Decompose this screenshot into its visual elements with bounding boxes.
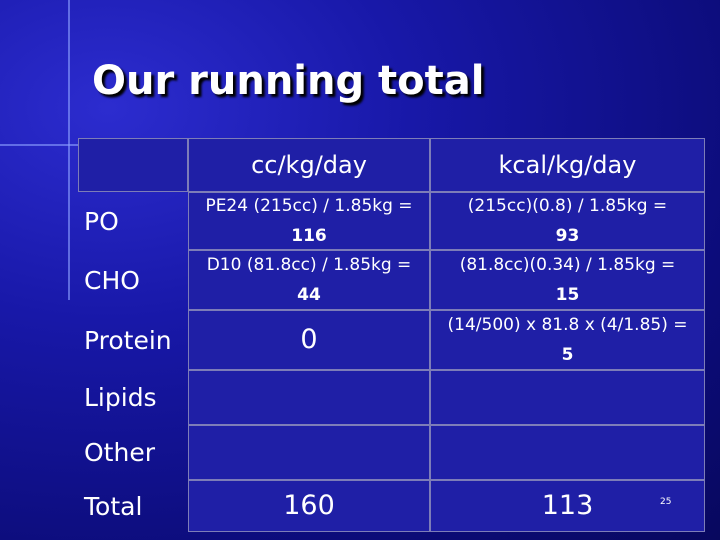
- cell-text: 5: [561, 345, 574, 365]
- table-cell: 0: [188, 310, 430, 370]
- header-cell: [78, 138, 188, 192]
- cell-text: 15: [555, 285, 580, 305]
- table-cell: 113: [430, 480, 705, 532]
- decor-line: [0, 144, 110, 146]
- cell-text: 113: [541, 490, 594, 521]
- table-cell: 160: [188, 480, 430, 532]
- cell-text: (215cc)(0.8) / 1.85kg =: [467, 196, 668, 216]
- row-label: Lipids: [84, 383, 157, 412]
- cell-text: PE24 (215cc) / 1.85kg =: [205, 196, 413, 216]
- row-label: Protein: [84, 325, 172, 355]
- cell-text: 160: [283, 490, 335, 521]
- table-cell: (81.8cc)(0.34) / 1.85kg = 15: [430, 250, 705, 310]
- row-label: Other: [84, 438, 155, 467]
- cell-text: (81.8cc)(0.34) / 1.85kg =: [459, 255, 676, 275]
- table-cell: D10 (81.8cc) / 1.85kg = 44: [188, 250, 430, 310]
- table-cell: [188, 425, 430, 480]
- row-label: Total: [84, 491, 143, 521]
- table-cell: PE24 (215cc) / 1.85kg = 116: [188, 192, 430, 250]
- table-cell: (215cc)(0.8) / 1.85kg = 93: [430, 192, 705, 250]
- row-label: PO: [84, 206, 119, 236]
- decor-line: [68, 0, 70, 300]
- slide-number: 25: [660, 497, 672, 507]
- cell-text: D10 (81.8cc) / 1.85kg =: [206, 255, 412, 275]
- cell-text: (14/500) x 81.8 x (4/1.85) =: [447, 315, 688, 335]
- row-label: CHO: [84, 265, 140, 295]
- cell-text: 0: [300, 324, 318, 355]
- table-cell: [430, 425, 705, 480]
- cell-text: 93: [555, 226, 580, 246]
- slide-title: Our running total: [92, 58, 485, 104]
- header-cell: kcal/kg/day: [430, 138, 705, 192]
- header-cell: cc/kg/day: [188, 138, 430, 192]
- cell-text: 44: [297, 285, 321, 305]
- table-cell: [188, 370, 430, 425]
- table-cell: [430, 370, 705, 425]
- table-cell: (14/500) x 81.8 x (4/1.85) = 5: [430, 310, 705, 370]
- cell-text: 116: [291, 226, 327, 246]
